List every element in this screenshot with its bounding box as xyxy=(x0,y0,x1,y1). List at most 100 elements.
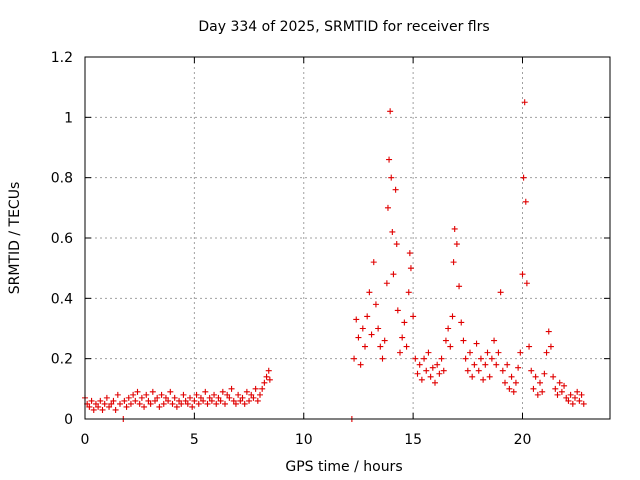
data-point xyxy=(154,394,161,401)
data-point xyxy=(386,156,393,163)
data-point xyxy=(230,397,237,404)
x-tick-label: 10 xyxy=(295,432,313,448)
grid xyxy=(85,57,610,419)
data-point xyxy=(467,349,473,356)
data-point xyxy=(512,379,519,386)
data-point xyxy=(493,361,500,368)
data-point xyxy=(528,367,535,374)
data-point xyxy=(580,400,587,407)
data-point xyxy=(458,319,465,326)
axis-ticks: 0 0.2 0.4 0.6 0.8 1 1.2 0 5 10 15 20 xyxy=(51,50,610,448)
data-point xyxy=(215,394,222,401)
data-point xyxy=(222,400,228,407)
data-point xyxy=(232,400,239,407)
data-point xyxy=(106,403,113,410)
data-point xyxy=(379,355,386,362)
data-point xyxy=(403,343,410,350)
data-point xyxy=(393,241,400,248)
chart-title: Day 334 of 2025, SRMTID for receiver flr… xyxy=(198,19,489,35)
data-point xyxy=(515,364,522,371)
data-point xyxy=(506,385,513,392)
data-point xyxy=(438,355,445,362)
data-point xyxy=(462,355,469,362)
data-point xyxy=(407,265,414,272)
data-points xyxy=(82,99,587,422)
data-point xyxy=(480,376,487,383)
y-tick-label: 1 xyxy=(64,110,73,126)
data-point xyxy=(134,388,141,395)
data-point xyxy=(488,355,495,362)
data-point xyxy=(534,391,541,398)
data-point xyxy=(554,391,561,398)
data-point xyxy=(169,400,176,407)
data-point xyxy=(541,370,548,377)
data-point xyxy=(359,325,366,332)
data-point xyxy=(189,403,196,410)
data-point xyxy=(414,370,421,377)
data-point xyxy=(517,349,524,356)
data-point xyxy=(197,394,204,401)
data-point xyxy=(561,382,568,389)
data-point xyxy=(193,391,200,398)
data-point xyxy=(543,349,550,356)
data-point xyxy=(436,370,443,377)
data-point xyxy=(176,397,183,404)
data-point xyxy=(460,337,467,344)
data-point xyxy=(184,400,191,407)
data-point xyxy=(90,406,97,413)
data-point xyxy=(495,349,502,356)
data-point xyxy=(521,99,528,106)
data-point xyxy=(392,186,399,193)
x-axis-label: GPS time / hours xyxy=(285,459,402,475)
data-point xyxy=(484,349,491,356)
y-tick-label: 0.2 xyxy=(51,352,73,368)
data-point xyxy=(418,376,425,383)
data-point xyxy=(499,367,506,374)
y-axis-label: SRMTID / TECUs xyxy=(7,182,23,295)
data-point xyxy=(578,391,585,398)
data-point xyxy=(522,198,529,205)
y-tick-label: 0 xyxy=(64,412,73,428)
data-point xyxy=(537,379,543,386)
data-point xyxy=(416,361,423,368)
data-point xyxy=(405,289,412,296)
data-point xyxy=(486,373,493,380)
data-point xyxy=(235,391,242,398)
data-point xyxy=(526,343,533,350)
data-point xyxy=(208,397,215,404)
data-point xyxy=(158,391,165,398)
data-point xyxy=(353,316,360,323)
data-point xyxy=(425,349,432,356)
data-point xyxy=(357,361,364,368)
data-point xyxy=(440,367,447,374)
data-point xyxy=(266,376,273,383)
data-point xyxy=(226,394,233,401)
data-point xyxy=(383,280,390,287)
data-point xyxy=(112,406,119,413)
data-point xyxy=(149,388,156,395)
data-point xyxy=(421,355,428,362)
data-point xyxy=(95,403,102,410)
data-point xyxy=(92,400,99,407)
data-point xyxy=(152,397,158,404)
data-point xyxy=(453,241,460,248)
data-point xyxy=(491,337,498,344)
data-point xyxy=(257,391,263,398)
data-point xyxy=(252,385,259,392)
data-point xyxy=(519,271,526,278)
data-point xyxy=(127,400,134,407)
data-point xyxy=(108,400,115,407)
data-point xyxy=(204,400,211,407)
data-point xyxy=(412,355,419,362)
data-point xyxy=(355,334,362,341)
data-point xyxy=(182,397,189,404)
data-point xyxy=(550,373,557,380)
data-point xyxy=(471,361,478,368)
data-point xyxy=(427,373,434,380)
data-point xyxy=(173,403,180,410)
data-point xyxy=(162,394,169,401)
data-point xyxy=(388,174,395,181)
data-point xyxy=(165,397,172,404)
data-point xyxy=(219,388,226,395)
data-point xyxy=(372,301,379,308)
